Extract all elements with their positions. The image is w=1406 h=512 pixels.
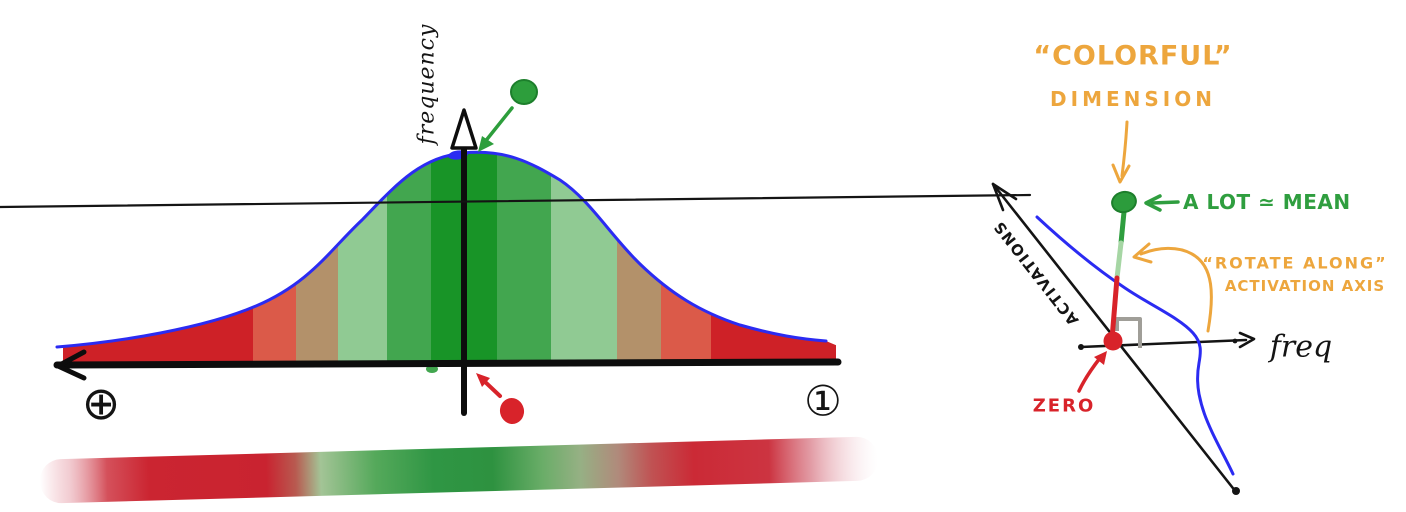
distribution-band bbox=[497, 152, 551, 363]
title-arrow bbox=[1120, 120, 1129, 178]
zero-arrowhead bbox=[476, 373, 490, 387]
distribution-band bbox=[338, 152, 387, 363]
freq-axis-tick-dot bbox=[1232, 338, 1238, 344]
distribution-band bbox=[551, 152, 617, 363]
zero-dot-right bbox=[1103, 331, 1123, 351]
colorful-dimension-title-line2: DIMENSION bbox=[1050, 87, 1216, 111]
activation-stick-segment bbox=[1118, 209, 1127, 246]
freq-axis-start-dot bbox=[1078, 344, 1084, 350]
activations-axis-end-dot bbox=[1232, 487, 1240, 495]
activation-stick-segment bbox=[1109, 275, 1120, 342]
color-gradient-bar bbox=[40, 436, 878, 504]
distribution-band bbox=[661, 152, 711, 363]
frequency-axis-label: frequency bbox=[414, 23, 440, 145]
right-angle-marker bbox=[1115, 317, 1142, 348]
zero-annotation-arrowhead bbox=[1094, 351, 1107, 365]
mean-arrow bbox=[482, 106, 514, 145]
zero-annotation: ZERO bbox=[1032, 395, 1096, 417]
circled-plus-symbol: ⊕ bbox=[81, 376, 121, 430]
colorful-dimension-title-line1: “COLORFUL” bbox=[1033, 40, 1233, 72]
zero-annotation-arrow bbox=[1077, 356, 1102, 393]
zero-dot bbox=[499, 398, 525, 424]
distribution-band bbox=[253, 152, 296, 363]
circled-one-symbol: ① bbox=[804, 376, 842, 426]
title-arrowhead bbox=[1111, 163, 1131, 184]
x-axis-left-arrowhead bbox=[55, 349, 87, 381]
mean-annotation-arrow bbox=[1150, 200, 1180, 205]
y-axis-arrowhead bbox=[450, 108, 478, 150]
activations-axis-arrowhead bbox=[991, 182, 1018, 212]
rotate-arc-arrowhead bbox=[1132, 242, 1153, 264]
bell-curve bbox=[55, 150, 828, 349]
freq-axis-label: freq bbox=[1269, 329, 1333, 365]
mean-arrowhead bbox=[478, 136, 494, 152]
mean-dot-right bbox=[1111, 190, 1137, 214]
mean-annotation-arrowhead bbox=[1144, 194, 1162, 212]
freq-axis-arrowhead bbox=[1238, 331, 1256, 349]
activation-stick bbox=[1109, 209, 1127, 342]
mean-dot bbox=[510, 79, 538, 105]
distribution-band bbox=[711, 152, 836, 363]
activation-stick-segment bbox=[1114, 240, 1124, 281]
rotate-annotation-line1: “ROTATE ALONG” bbox=[1202, 253, 1388, 273]
rotate-annotation-line2: ACTIVATION AXIS bbox=[1224, 277, 1386, 295]
x-axis bbox=[53, 358, 842, 369]
activations-arrow-flick bbox=[0, 193, 1032, 209]
a-lot-mean-annotation: A LOT ≃ MEAN bbox=[1183, 190, 1351, 214]
distribution-band bbox=[617, 152, 661, 363]
rotate-arc bbox=[1139, 246, 1213, 333]
distribution-band bbox=[63, 152, 253, 363]
